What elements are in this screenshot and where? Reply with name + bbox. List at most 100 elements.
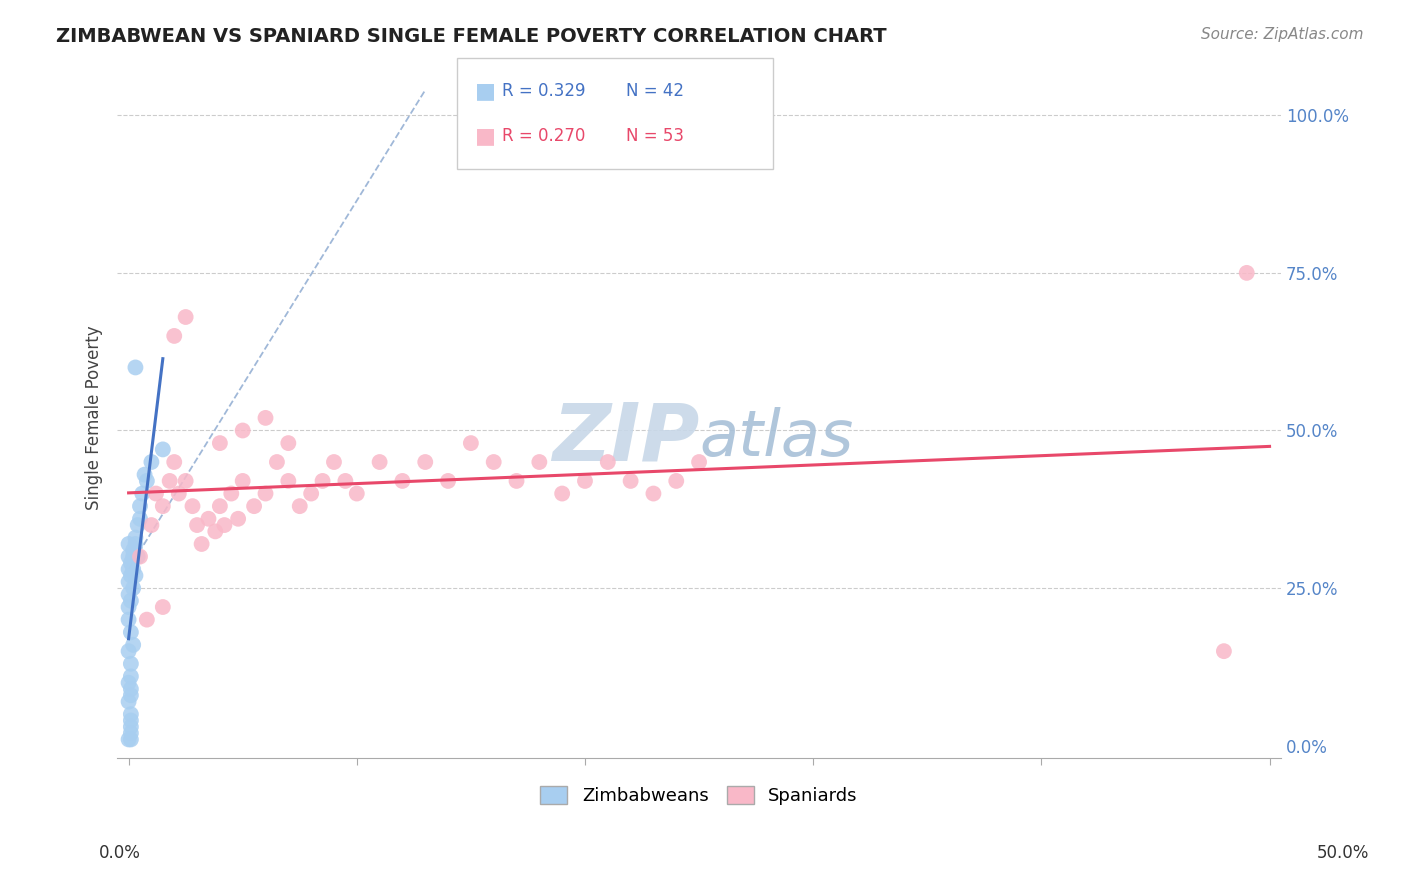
Point bbox=[141, 518, 163, 533]
Point bbox=[174, 310, 197, 324]
Point bbox=[117, 695, 139, 709]
Point bbox=[117, 644, 139, 658]
Point bbox=[311, 474, 333, 488]
Text: R = 0.329: R = 0.329 bbox=[502, 82, 585, 100]
Legend: Zimbabweans, Spaniards: Zimbabweans, Spaniards bbox=[531, 777, 866, 814]
Point bbox=[368, 455, 391, 469]
Point bbox=[277, 436, 299, 450]
Point bbox=[122, 638, 145, 652]
Point bbox=[122, 543, 145, 558]
Point bbox=[127, 518, 149, 533]
Point bbox=[643, 486, 665, 500]
Point bbox=[665, 474, 688, 488]
Point bbox=[163, 329, 186, 343]
Point bbox=[135, 613, 157, 627]
Text: N = 53: N = 53 bbox=[626, 128, 683, 145]
Point bbox=[1212, 644, 1234, 658]
Point bbox=[124, 537, 146, 551]
Point bbox=[152, 499, 174, 513]
Point bbox=[226, 512, 249, 526]
Text: atlas: atlas bbox=[699, 408, 853, 469]
Point bbox=[120, 681, 142, 696]
Text: Source: ZipAtlas.com: Source: ZipAtlas.com bbox=[1201, 27, 1364, 42]
Point bbox=[323, 455, 346, 469]
Point bbox=[219, 486, 242, 500]
Text: ZIP: ZIP bbox=[551, 400, 699, 477]
Point bbox=[134, 467, 156, 482]
Point bbox=[122, 549, 145, 564]
Point bbox=[1236, 266, 1258, 280]
Point bbox=[120, 714, 142, 728]
Point bbox=[127, 549, 149, 564]
Point bbox=[288, 499, 311, 513]
Point bbox=[460, 436, 482, 450]
Point bbox=[505, 474, 527, 488]
Point bbox=[190, 537, 212, 551]
Point bbox=[120, 568, 142, 582]
Point bbox=[122, 562, 145, 576]
Point bbox=[124, 568, 146, 582]
Point bbox=[120, 726, 142, 740]
Point bbox=[120, 732, 142, 747]
Point bbox=[620, 474, 643, 488]
Point bbox=[204, 524, 226, 539]
Point bbox=[124, 360, 146, 375]
Point bbox=[152, 600, 174, 615]
Point bbox=[574, 474, 596, 488]
Point bbox=[299, 486, 322, 500]
Point bbox=[117, 549, 139, 564]
Point bbox=[437, 474, 460, 488]
Point bbox=[232, 474, 254, 488]
Point bbox=[129, 499, 152, 513]
Point bbox=[117, 613, 139, 627]
Point bbox=[117, 675, 139, 690]
Text: ■: ■ bbox=[475, 127, 496, 146]
Point bbox=[120, 657, 142, 671]
Point bbox=[391, 474, 413, 488]
Point bbox=[163, 455, 186, 469]
Point bbox=[596, 455, 619, 469]
Point bbox=[117, 537, 139, 551]
Point bbox=[120, 625, 142, 640]
Text: 50.0%: 50.0% bbox=[1316, 844, 1369, 862]
Point bbox=[254, 486, 277, 500]
Point bbox=[120, 707, 142, 722]
Point bbox=[129, 549, 152, 564]
Point bbox=[117, 574, 139, 589]
Point bbox=[117, 587, 139, 601]
Point bbox=[141, 455, 163, 469]
Text: ■: ■ bbox=[475, 81, 496, 101]
Point bbox=[186, 518, 208, 533]
Point bbox=[346, 486, 368, 500]
Text: ZIMBABWEAN VS SPANIARD SINGLE FEMALE POVERTY CORRELATION CHART: ZIMBABWEAN VS SPANIARD SINGLE FEMALE POV… bbox=[56, 27, 887, 45]
Point bbox=[145, 486, 167, 500]
Point bbox=[551, 486, 574, 500]
Point bbox=[335, 474, 357, 488]
Point bbox=[197, 512, 219, 526]
Point bbox=[214, 518, 236, 533]
Point bbox=[208, 436, 231, 450]
Text: 0.0%: 0.0% bbox=[98, 844, 141, 862]
Point bbox=[117, 732, 139, 747]
Point bbox=[129, 512, 152, 526]
Point bbox=[117, 562, 139, 576]
Point bbox=[277, 474, 299, 488]
Point bbox=[167, 486, 190, 500]
Point bbox=[120, 593, 142, 607]
Point bbox=[122, 581, 145, 595]
Point bbox=[529, 455, 551, 469]
Point bbox=[152, 442, 174, 457]
Point bbox=[232, 424, 254, 438]
Point bbox=[688, 455, 710, 469]
Point bbox=[120, 720, 142, 734]
Point bbox=[254, 410, 277, 425]
Point bbox=[243, 499, 266, 513]
Y-axis label: Single Female Poverty: Single Female Poverty bbox=[86, 326, 103, 510]
Point bbox=[266, 455, 288, 469]
Point bbox=[131, 486, 153, 500]
Text: R = 0.270: R = 0.270 bbox=[502, 128, 585, 145]
Point bbox=[117, 600, 139, 615]
Point bbox=[120, 556, 142, 570]
Point bbox=[124, 531, 146, 545]
Point bbox=[120, 688, 142, 702]
